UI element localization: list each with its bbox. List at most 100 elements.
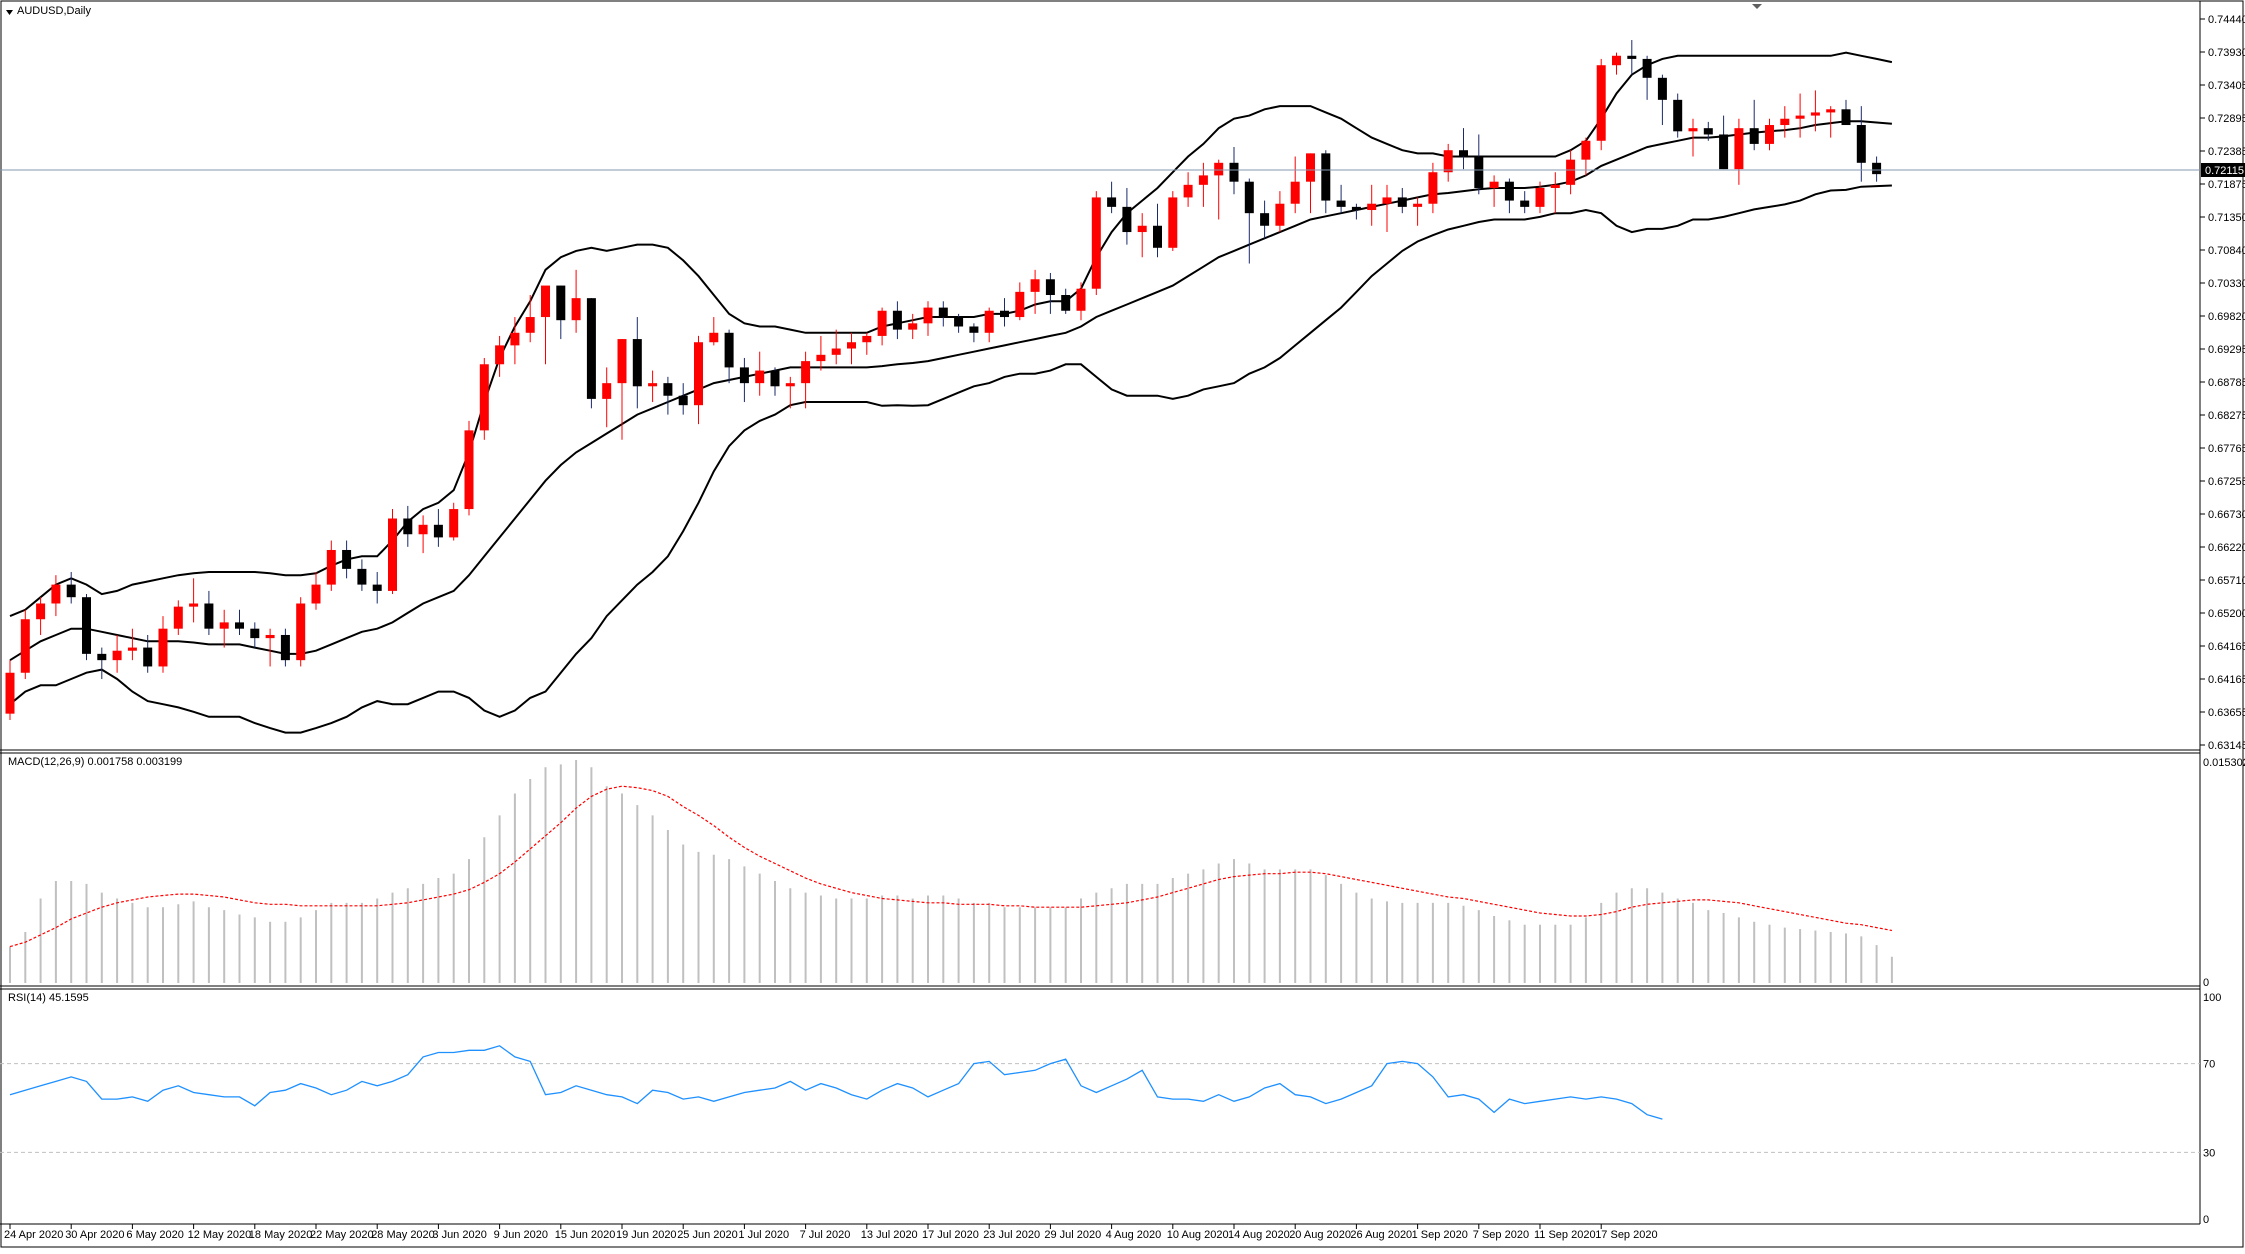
candle — [510, 317, 520, 365]
candle — [739, 357, 749, 403]
candle — [1015, 282, 1025, 321]
time-tick-label: 15 Jun 2020 — [555, 1229, 616, 1241]
price-tick-label: 0.65200 — [2208, 608, 2245, 620]
candle — [36, 597, 46, 635]
candle — [173, 600, 183, 635]
candle-body — [326, 549, 336, 585]
candle — [556, 285, 566, 340]
time-tick-label: 20 Aug 2020 — [1289, 1229, 1351, 1241]
candle — [1581, 137, 1591, 176]
time-tick-label: 3 Jun 2020 — [432, 1229, 486, 1241]
price-tick-label: 0.70840 — [2208, 245, 2245, 257]
rsi-axis-ticks: 100 70 30 0 — [2203, 992, 2221, 1226]
candle-body — [495, 345, 505, 365]
candle — [648, 370, 658, 403]
time-tick-label: 19 Jun 2020 — [616, 1229, 677, 1241]
triangle-down-icon[interactable] — [1752, 4, 1762, 9]
candle-body — [1612, 55, 1621, 66]
price-tick-label: 0.63655 — [2208, 707, 2245, 719]
macd-tick-label: 0 — [2203, 977, 2209, 989]
candle — [877, 307, 887, 346]
candle-body — [1275, 203, 1285, 226]
time-tick-label: 12 May 2020 — [188, 1229, 252, 1241]
price-tick-label: 0.66730 — [2208, 509, 2245, 521]
candle — [862, 332, 872, 355]
candle-body — [1183, 184, 1193, 198]
candle — [1612, 52, 1621, 75]
price-tick-label: 0.69295 — [2208, 344, 2245, 356]
candle — [449, 502, 459, 541]
candle — [372, 572, 382, 604]
current-price: 0.72115 — [0, 163, 2245, 177]
candle — [1107, 181, 1117, 214]
candle — [1627, 40, 1637, 75]
candle-body — [158, 628, 168, 667]
candle-body — [1000, 310, 1009, 318]
candle-body — [1703, 128, 1713, 135]
candle-body — [464, 430, 474, 510]
candle — [1780, 106, 1790, 138]
candle — [1734, 118, 1744, 185]
candle — [1504, 178, 1514, 214]
price-tick-label: 0.68785 — [2208, 377, 2245, 389]
price-tick-label: 0.66220 — [2208, 542, 2245, 554]
candle-body — [1168, 197, 1178, 248]
candle — [1260, 200, 1270, 239]
candle — [892, 301, 902, 340]
candle-body — [1137, 225, 1147, 233]
candle-body — [1244, 181, 1254, 214]
candle — [1367, 184, 1377, 226]
candle-body — [847, 342, 856, 349]
macd-label: MACD(12,26,9) 0.001758 0.003199 — [8, 756, 183, 768]
candle-body — [1581, 140, 1591, 160]
candle — [388, 509, 397, 595]
candle-body — [342, 549, 352, 569]
candle-body — [1826, 109, 1836, 113]
time-tick-label: 7 Jul 2020 — [800, 1229, 851, 1241]
candle-body — [1367, 203, 1377, 211]
candle-body — [1795, 115, 1805, 119]
candle-body — [801, 361, 811, 384]
candle — [801, 351, 811, 409]
time-tick-label: 30 Apr 2020 — [65, 1229, 124, 1241]
candle-body — [1336, 200, 1346, 207]
triangle-down-icon[interactable] — [6, 10, 13, 15]
candle — [1336, 184, 1346, 214]
candle — [1596, 58, 1606, 151]
price-tick-label: 0.64165 — [2208, 641, 2245, 653]
bollinger-lower — [9, 184, 1892, 734]
candle-body — [20, 619, 30, 673]
price-axis-ticks: 0.74440 0.73930 0.73405 0.72895 0.72385 0.718… — [2200, 14, 2245, 752]
candle-body — [1596, 65, 1606, 141]
candle-body — [1520, 200, 1530, 207]
candle-body — [1872, 162, 1882, 175]
candle-body — [1428, 172, 1438, 204]
candle — [1459, 128, 1468, 170]
candle — [127, 628, 137, 661]
rsi-tick-label: 0 — [2203, 1214, 2209, 1226]
candle-body — [1504, 181, 1514, 201]
candle — [82, 594, 91, 661]
time-tick-label: 25 Jun 2020 — [677, 1229, 738, 1241]
candle-body — [1657, 77, 1667, 100]
bollinger-upper — [9, 51, 1893, 618]
time-tick-label: 4 Aug 2020 — [1106, 1229, 1162, 1241]
candle — [724, 329, 734, 384]
candle-body — [739, 367, 749, 384]
candle-body — [969, 326, 979, 333]
candle-body — [1015, 291, 1025, 318]
candle — [219, 609, 229, 648]
price-tick-label: 0.74440 — [2208, 14, 2245, 26]
candle — [357, 559, 367, 591]
candle-body — [1780, 118, 1790, 126]
candle — [525, 295, 535, 343]
candle — [617, 339, 627, 440]
time-tick-label: 13 Jul 2020 — [861, 1229, 918, 1241]
price-tick-label: 0.73405 — [2208, 80, 2245, 92]
candle — [1489, 175, 1499, 207]
candle-body — [923, 307, 933, 324]
candle — [20, 609, 30, 680]
